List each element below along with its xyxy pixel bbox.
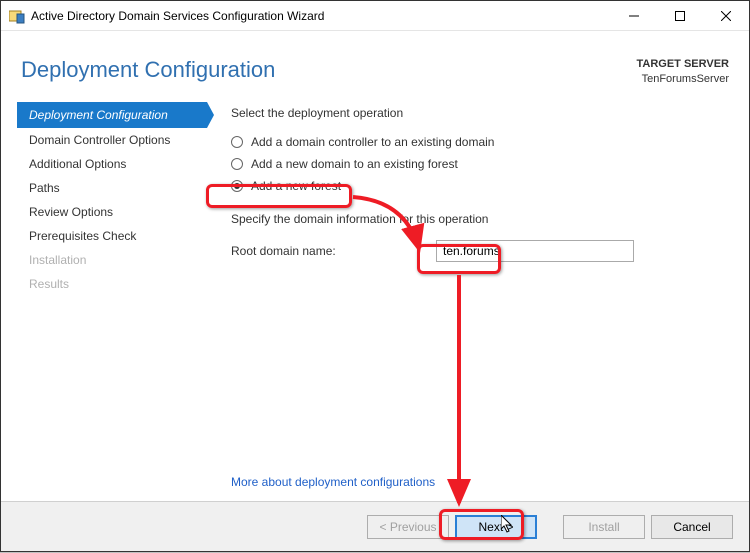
radio-label: Add a domain controller to an existing d… [251,135,494,149]
target-server-block: TARGET SERVER TenForumsServer [637,57,730,88]
nav-item-paths[interactable]: Paths [17,176,207,200]
nav-item-domain-controller-options[interactable]: Domain Controller Options [17,128,207,152]
nav-item-deployment-configuration[interactable]: Deployment Configuration [17,102,207,128]
maximize-icon [675,11,685,21]
body-area: Deployment Configuration Domain Controll… [1,98,749,501]
radio-icon [231,180,243,192]
root-domain-row: Root domain name: [231,240,733,262]
close-button[interactable] [703,1,749,30]
nav-item-additional-options[interactable]: Additional Options [17,152,207,176]
more-about-link[interactable]: More about deployment configurations [231,475,435,489]
content-pane: Select the deployment operation Add a do… [207,102,733,493]
window-controls [611,1,749,30]
nav-item-prerequisites-check[interactable]: Prerequisites Check [17,224,207,248]
maximize-button[interactable] [657,1,703,30]
root-domain-label: Root domain name: [231,244,436,258]
operation-label: Select the deployment operation [231,106,733,120]
root-domain-input[interactable] [436,240,634,262]
radio-add-domain-existing-forest[interactable]: Add a new domain to an existing forest [231,154,733,174]
radio-icon [231,136,243,148]
radio-icon [231,158,243,170]
nav-sidebar: Deployment Configuration Domain Controll… [17,102,207,493]
target-server-label: TARGET SERVER [637,57,730,72]
minimize-icon [629,11,639,21]
header-area: Deployment Configuration TARGET SERVER T… [1,31,749,98]
install-button: Install [563,515,645,539]
nav-item-installation: Installation [17,248,207,272]
radio-add-dc-existing-domain[interactable]: Add a domain controller to an existing d… [231,132,733,152]
radio-add-new-forest[interactable]: Add a new forest [231,176,733,196]
nav-item-review-options[interactable]: Review Options [17,200,207,224]
window-frame: Active Directory Domain Services Configu… [0,0,750,552]
radio-label: Add a new domain to an existing forest [251,157,458,171]
page-title: Deployment Configuration [21,57,275,83]
wizard-window: Active Directory Domain Services Configu… [1,1,749,551]
window-title: Active Directory Domain Services Configu… [31,9,324,23]
target-server-name: TenForumsServer [637,72,730,87]
previous-button: < Previous [367,515,449,539]
app-icon [9,8,25,24]
minimize-button[interactable] [611,1,657,30]
cursor-icon [501,515,515,535]
nav-item-results: Results [17,272,207,296]
cancel-button[interactable]: Cancel [651,515,733,539]
radio-label: Add a new forest [251,179,341,193]
close-icon [721,11,731,21]
titlebar: Active Directory Domain Services Configu… [1,1,749,31]
button-bar: < Previous Next > Install Cancel [1,501,749,551]
domain-info-label: Specify the domain information for this … [231,212,733,226]
next-button[interactable]: Next > [455,515,537,539]
